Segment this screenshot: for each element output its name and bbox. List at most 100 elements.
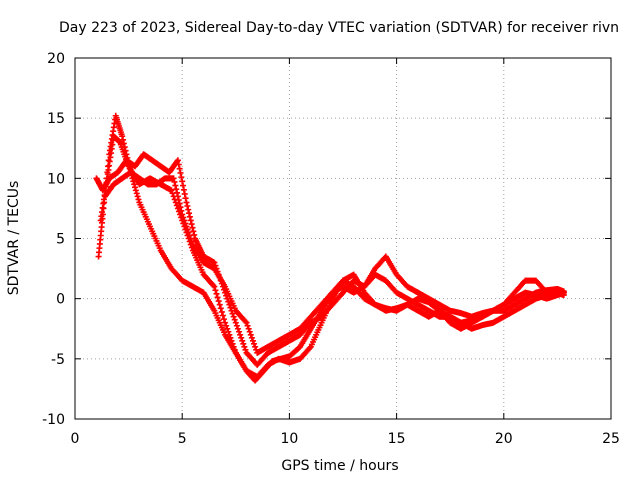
- data-point: [226, 331, 233, 338]
- data-point: [217, 305, 224, 312]
- data-point: [225, 328, 232, 335]
- data-point: [252, 343, 259, 350]
- data-point: [132, 184, 139, 191]
- data-point: [236, 328, 243, 335]
- y-tick-label: -10: [42, 412, 65, 428]
- data-point: [237, 331, 244, 338]
- data-point: [171, 178, 178, 185]
- data-point: [240, 340, 247, 347]
- axis-ticks: 0 5 10 15 20 25 -10 -5 0 5 10 15 20: [42, 51, 620, 447]
- data-point: [241, 343, 248, 350]
- data-point: [231, 316, 238, 323]
- data-point: [229, 340, 236, 347]
- data-point: [184, 226, 191, 233]
- data-point: [176, 200, 183, 207]
- data-point: [133, 190, 140, 197]
- data-point: [177, 204, 184, 211]
- data-point: [227, 334, 234, 341]
- data-point: [230, 313, 237, 320]
- data-point: [178, 174, 185, 181]
- data-point: [214, 294, 221, 301]
- data-point: [120, 140, 127, 147]
- data-points: [93, 112, 567, 384]
- y-tick-label: 0: [56, 292, 65, 308]
- data-point: [189, 224, 196, 231]
- data-point: [179, 211, 186, 218]
- data-point: [224, 325, 231, 332]
- x-axis-label: GPS time / hours: [281, 458, 398, 474]
- y-tick-label: 15: [47, 111, 65, 127]
- data-point: [183, 199, 190, 206]
- data-point: [186, 232, 193, 239]
- grid-lines: [75, 58, 611, 419]
- x-tick-label: 10: [280, 431, 298, 447]
- chart-title: Day 223 of 2023, Sidereal Day-to-day VTE…: [59, 20, 619, 36]
- data-point: [560, 288, 567, 295]
- data-point: [180, 214, 187, 221]
- data-point: [182, 195, 189, 202]
- x-tick-label: 15: [388, 431, 406, 447]
- data-point: [184, 203, 191, 210]
- data-point: [247, 331, 254, 338]
- series-3: [93, 151, 567, 368]
- y-axis-label: SDTVAR / TECUs: [6, 181, 22, 296]
- data-point: [239, 337, 246, 344]
- data-point: [190, 228, 197, 235]
- data-point: [215, 298, 222, 305]
- data-point: [183, 223, 190, 230]
- data-point: [219, 312, 226, 319]
- x-tick-label: 25: [602, 431, 620, 447]
- data-point: [131, 181, 138, 188]
- data-point: [175, 161, 182, 168]
- data-point: [213, 290, 220, 297]
- y-tick-label: -5: [51, 352, 65, 368]
- data-point: [186, 213, 193, 220]
- data-point: [230, 343, 237, 350]
- data-point: [244, 322, 251, 329]
- data-point: [212, 287, 219, 294]
- data-point: [173, 186, 180, 193]
- data-point: [248, 334, 255, 341]
- data-point: [231, 346, 238, 353]
- data-point: [119, 133, 126, 140]
- data-point: [228, 337, 235, 344]
- data-point: [221, 316, 228, 323]
- y-tick-label: 20: [47, 51, 65, 67]
- data-point: [178, 207, 185, 214]
- data-point: [180, 186, 187, 193]
- data-point: [243, 319, 250, 326]
- data-point: [176, 165, 183, 172]
- data-point: [251, 340, 258, 347]
- data-point: [179, 178, 186, 185]
- x-tick-label: 20: [495, 431, 513, 447]
- data-point: [245, 325, 252, 332]
- data-point: [181, 190, 188, 197]
- data-point: [174, 193, 181, 200]
- data-point: [226, 301, 233, 308]
- data-point: [211, 283, 218, 290]
- data-point: [222, 319, 229, 326]
- data-point: [185, 206, 192, 213]
- data-point: [188, 238, 195, 245]
- data-point: [132, 187, 139, 194]
- data-point: [174, 157, 181, 164]
- data-point: [168, 187, 175, 194]
- x-tick-label: 5: [178, 431, 187, 447]
- data-point: [134, 193, 141, 200]
- data-point: [234, 325, 241, 332]
- data-point: [223, 322, 230, 329]
- data-point: [174, 189, 181, 196]
- data-point: [232, 319, 239, 326]
- series-4: [102, 169, 567, 356]
- data-point: [170, 175, 177, 182]
- data-point: [187, 217, 194, 224]
- data-point: [242, 346, 249, 353]
- data-point: [175, 196, 182, 203]
- data-point: [233, 322, 240, 329]
- data-point: [229, 310, 236, 317]
- data-point: [181, 217, 188, 224]
- y-tick-label: 10: [47, 171, 65, 187]
- data-point: [218, 308, 225, 315]
